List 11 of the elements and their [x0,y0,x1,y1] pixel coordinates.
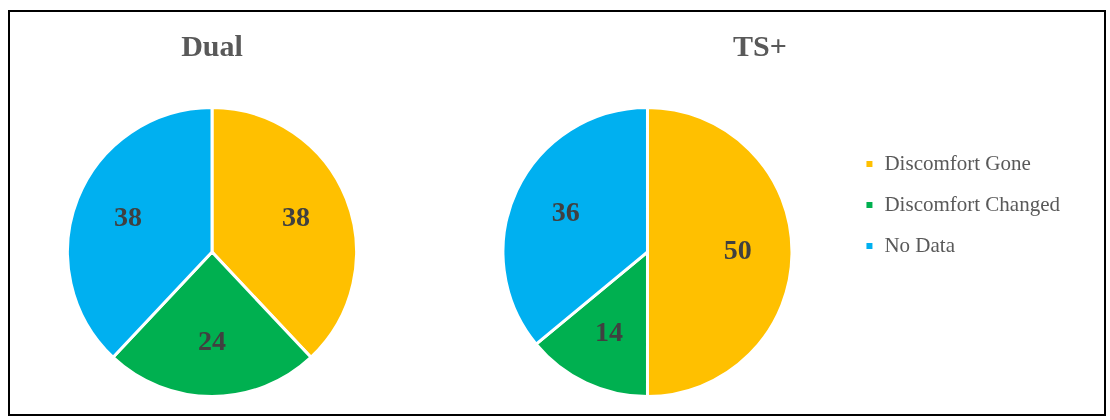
data-label: 24 [198,324,226,356]
data-label: 38 [281,200,310,232]
chart-title: TS+ [733,28,787,62]
data-label: 50 [723,234,752,266]
legend-label: Discomfort Gone [884,150,1031,175]
legend-label: Discomfort Changed [884,191,1061,216]
data-label: 38 [114,200,143,232]
data-label: 36 [551,195,580,227]
chart-title: Dual [181,28,243,62]
data-label: 14 [595,315,624,347]
legend-label: No Data [884,232,956,257]
